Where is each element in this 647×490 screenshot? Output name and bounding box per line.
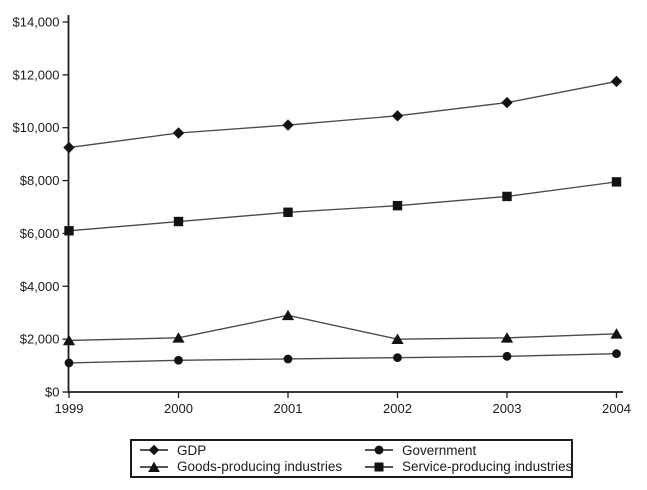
data-point-triangle xyxy=(500,332,514,343)
data-point-triangle xyxy=(281,309,295,321)
legend-label-service-producing: Service-producing industries xyxy=(402,459,573,474)
legend-label-gdp: GDP xyxy=(177,442,207,458)
y-axis-tick-label: $4,000 xyxy=(20,279,60,294)
data-point-diamond xyxy=(282,119,294,131)
data-point-diamond xyxy=(391,110,404,122)
service-square-marker-icon xyxy=(365,462,393,472)
data-point-diamond xyxy=(63,141,75,154)
legend-item-gdp: GDP xyxy=(140,442,365,458)
x-axis-tick-label: 2001 xyxy=(274,401,303,416)
data-point-square xyxy=(283,207,293,217)
data-point-square xyxy=(173,216,184,227)
x-axis-tick-label: 2003 xyxy=(493,401,522,416)
data-point-diamond xyxy=(172,127,185,139)
data-point-circle xyxy=(174,355,183,365)
y-axis-tick-label: $0 xyxy=(45,385,59,400)
y-axis-tick-label: $12,000 xyxy=(13,67,60,82)
data-point-square xyxy=(502,191,512,202)
data-point-circle xyxy=(283,354,293,364)
data-point-triangle xyxy=(610,328,623,339)
legend-item-government: Government xyxy=(365,442,572,458)
x-axis-tick-label: 1999 xyxy=(55,401,84,416)
data-point-square xyxy=(611,177,622,187)
data-point-diamond xyxy=(610,75,623,88)
data-point-square xyxy=(392,200,403,211)
chart-legend: GDP Government Goods-producing industrie… xyxy=(130,439,573,478)
series-line xyxy=(68,314,617,342)
legend-item-goods-producing: Goods-producing industries xyxy=(140,460,365,474)
legend-label-government: Government xyxy=(402,442,477,458)
y-axis-tick-label: $14,000 xyxy=(13,15,60,30)
x-axis-tick-label: 2000 xyxy=(164,401,193,416)
data-point-circle xyxy=(64,358,74,368)
series-line xyxy=(68,80,617,149)
data-point-circle xyxy=(502,351,512,361)
legend-label-goods-producing: Goods-producing industries xyxy=(177,459,343,474)
gdp-diamond-marker-icon xyxy=(140,445,168,456)
y-axis-tick-label: $10,000 xyxy=(13,120,60,135)
series-line xyxy=(68,353,617,364)
y-axis-tick-label: $8,000 xyxy=(20,173,60,188)
y-axis-tick-label: $2,000 xyxy=(20,332,60,347)
y-axis-tick-label: $6,000 xyxy=(20,226,60,241)
data-point-triangle xyxy=(172,332,185,343)
data-point-diamond xyxy=(501,96,513,109)
data-point-circle xyxy=(393,353,402,363)
government-circle-marker-icon xyxy=(365,445,393,455)
x-axis-tick-label: 2002 xyxy=(383,401,412,416)
data-point-square xyxy=(64,226,74,236)
series-line xyxy=(68,181,617,232)
line-chart-plot: $14,000 $12,000 $10,000 $8,000 $6,000 $4,000 $… xyxy=(13,15,631,417)
data-point-circle xyxy=(612,349,621,359)
data-point-triangle xyxy=(62,334,76,346)
data-point-triangle xyxy=(391,333,404,344)
x-axis-tick-label: 2004 xyxy=(602,401,631,416)
legend-item-service-producing: Service-producing industries xyxy=(365,460,572,474)
goods-triangle-marker-icon xyxy=(140,461,168,472)
